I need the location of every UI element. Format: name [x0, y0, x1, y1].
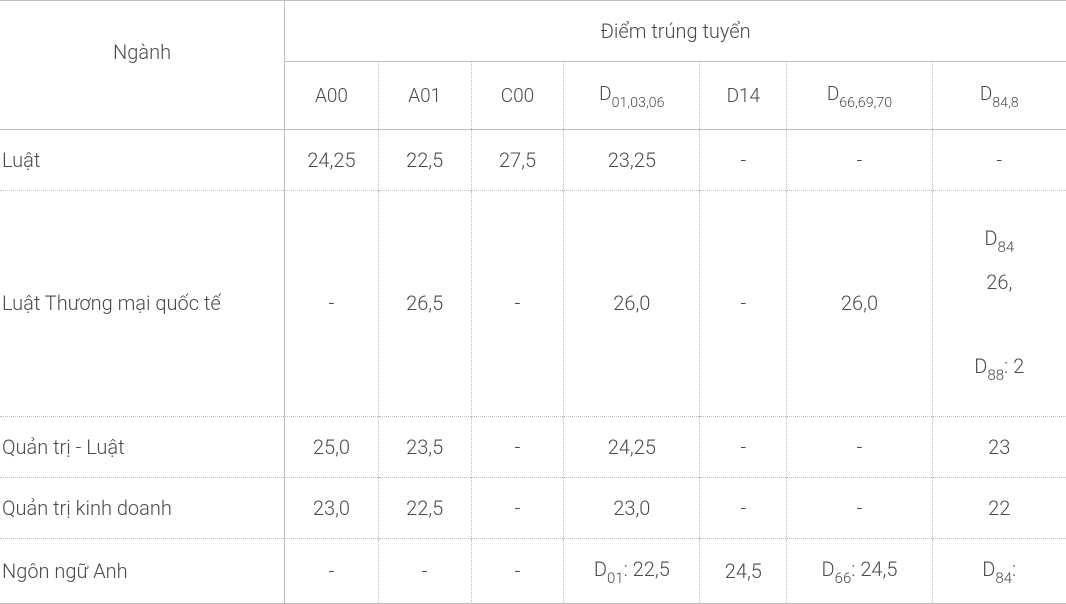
admission-table: Ngành Điểm trúng tuyển A00A01C00D01,03,0… — [0, 0, 1066, 604]
cell-d0: 23,25 — [564, 129, 700, 190]
cell-a00: 25,0 — [285, 416, 379, 477]
header-col-c00: C00 — [471, 62, 564, 130]
cell-major: Luật — [0, 129, 285, 190]
cell-a01: 26,5 — [378, 190, 471, 416]
cell-major: Luật Thương mại quốc tế — [0, 190, 285, 416]
header-score: Điểm trúng tuyển — [285, 1, 1066, 62]
cell-d66: - — [787, 416, 932, 477]
header-col-d0: D01,03,06 — [564, 62, 700, 130]
cell-d0: 26,0 — [564, 190, 700, 416]
header-major: Ngành — [0, 1, 285, 130]
cell-major: Quản trị - Luật — [0, 416, 285, 477]
header-col-d66: D66,69,70 — [787, 62, 932, 130]
header-col-d14: D14 — [700, 62, 787, 130]
table-row: Luật24,2522,527,523,25--- — [0, 129, 1066, 190]
cell-d66: - — [787, 129, 932, 190]
cell-d0: 24,25 — [564, 416, 700, 477]
cell-d84: - — [932, 129, 1066, 190]
cell-major: Quản trị kinh doanh — [0, 477, 285, 538]
cell-d0: 23,0 — [564, 477, 700, 538]
cell-d84: 23 — [932, 416, 1066, 477]
header-row-1: Ngành Điểm trúng tuyển — [0, 1, 1066, 62]
cell-d14: - — [700, 416, 787, 477]
cell-c00: - — [471, 416, 564, 477]
cell-d14: - — [700, 190, 787, 416]
cell-d14: - — [700, 477, 787, 538]
table-row: Quản trị - Luật25,023,5-24,25--23 — [0, 416, 1066, 477]
cell-c00: - — [471, 190, 564, 416]
cell-d14: 24,5 — [700, 538, 787, 603]
cell-d66: D66: 24,5 — [787, 538, 932, 603]
cell-d0: D01: 22,5 — [564, 538, 700, 603]
table-body: Luật24,2522,527,523,25---Luật Thương mại… — [0, 129, 1066, 603]
cell-a01: 22,5 — [378, 129, 471, 190]
cell-d84: D8426,D88: 2 — [932, 190, 1066, 416]
cell-c00: 27,5 — [471, 129, 564, 190]
table-row: Quản trị kinh doanh23,022,5-23,0--22 — [0, 477, 1066, 538]
cell-major: Ngôn ngữ Anh — [0, 538, 285, 603]
cell-a00: 23,0 — [285, 477, 379, 538]
cell-a01: 22,5 — [378, 477, 471, 538]
cell-d84: D84: — [932, 538, 1066, 603]
cell-d84: 22 — [932, 477, 1066, 538]
header-col-d84: D84,8 — [932, 62, 1066, 130]
cell-a00: - — [285, 538, 379, 603]
header-col-a00: A00 — [285, 62, 379, 130]
cell-a01: 23,5 — [378, 416, 471, 477]
cell-c00: - — [471, 477, 564, 538]
header-col-a01: A01 — [378, 62, 471, 130]
table-row: Luật Thương mại quốc tế-26,5-26,0-26,0D8… — [0, 190, 1066, 416]
cell-d14: - — [700, 129, 787, 190]
cell-d66: - — [787, 477, 932, 538]
cell-c00: - — [471, 538, 564, 603]
cell-d66: 26,0 — [787, 190, 932, 416]
cell-a01: - — [378, 538, 471, 603]
table-container: Ngành Điểm trúng tuyển A00A01C00D01,03,0… — [0, 0, 1066, 604]
table-row: Ngôn ngữ Anh---D01: 22,524,5D66: 24,5D84… — [0, 538, 1066, 603]
cell-a00: - — [285, 190, 379, 416]
cell-a00: 24,25 — [285, 129, 379, 190]
